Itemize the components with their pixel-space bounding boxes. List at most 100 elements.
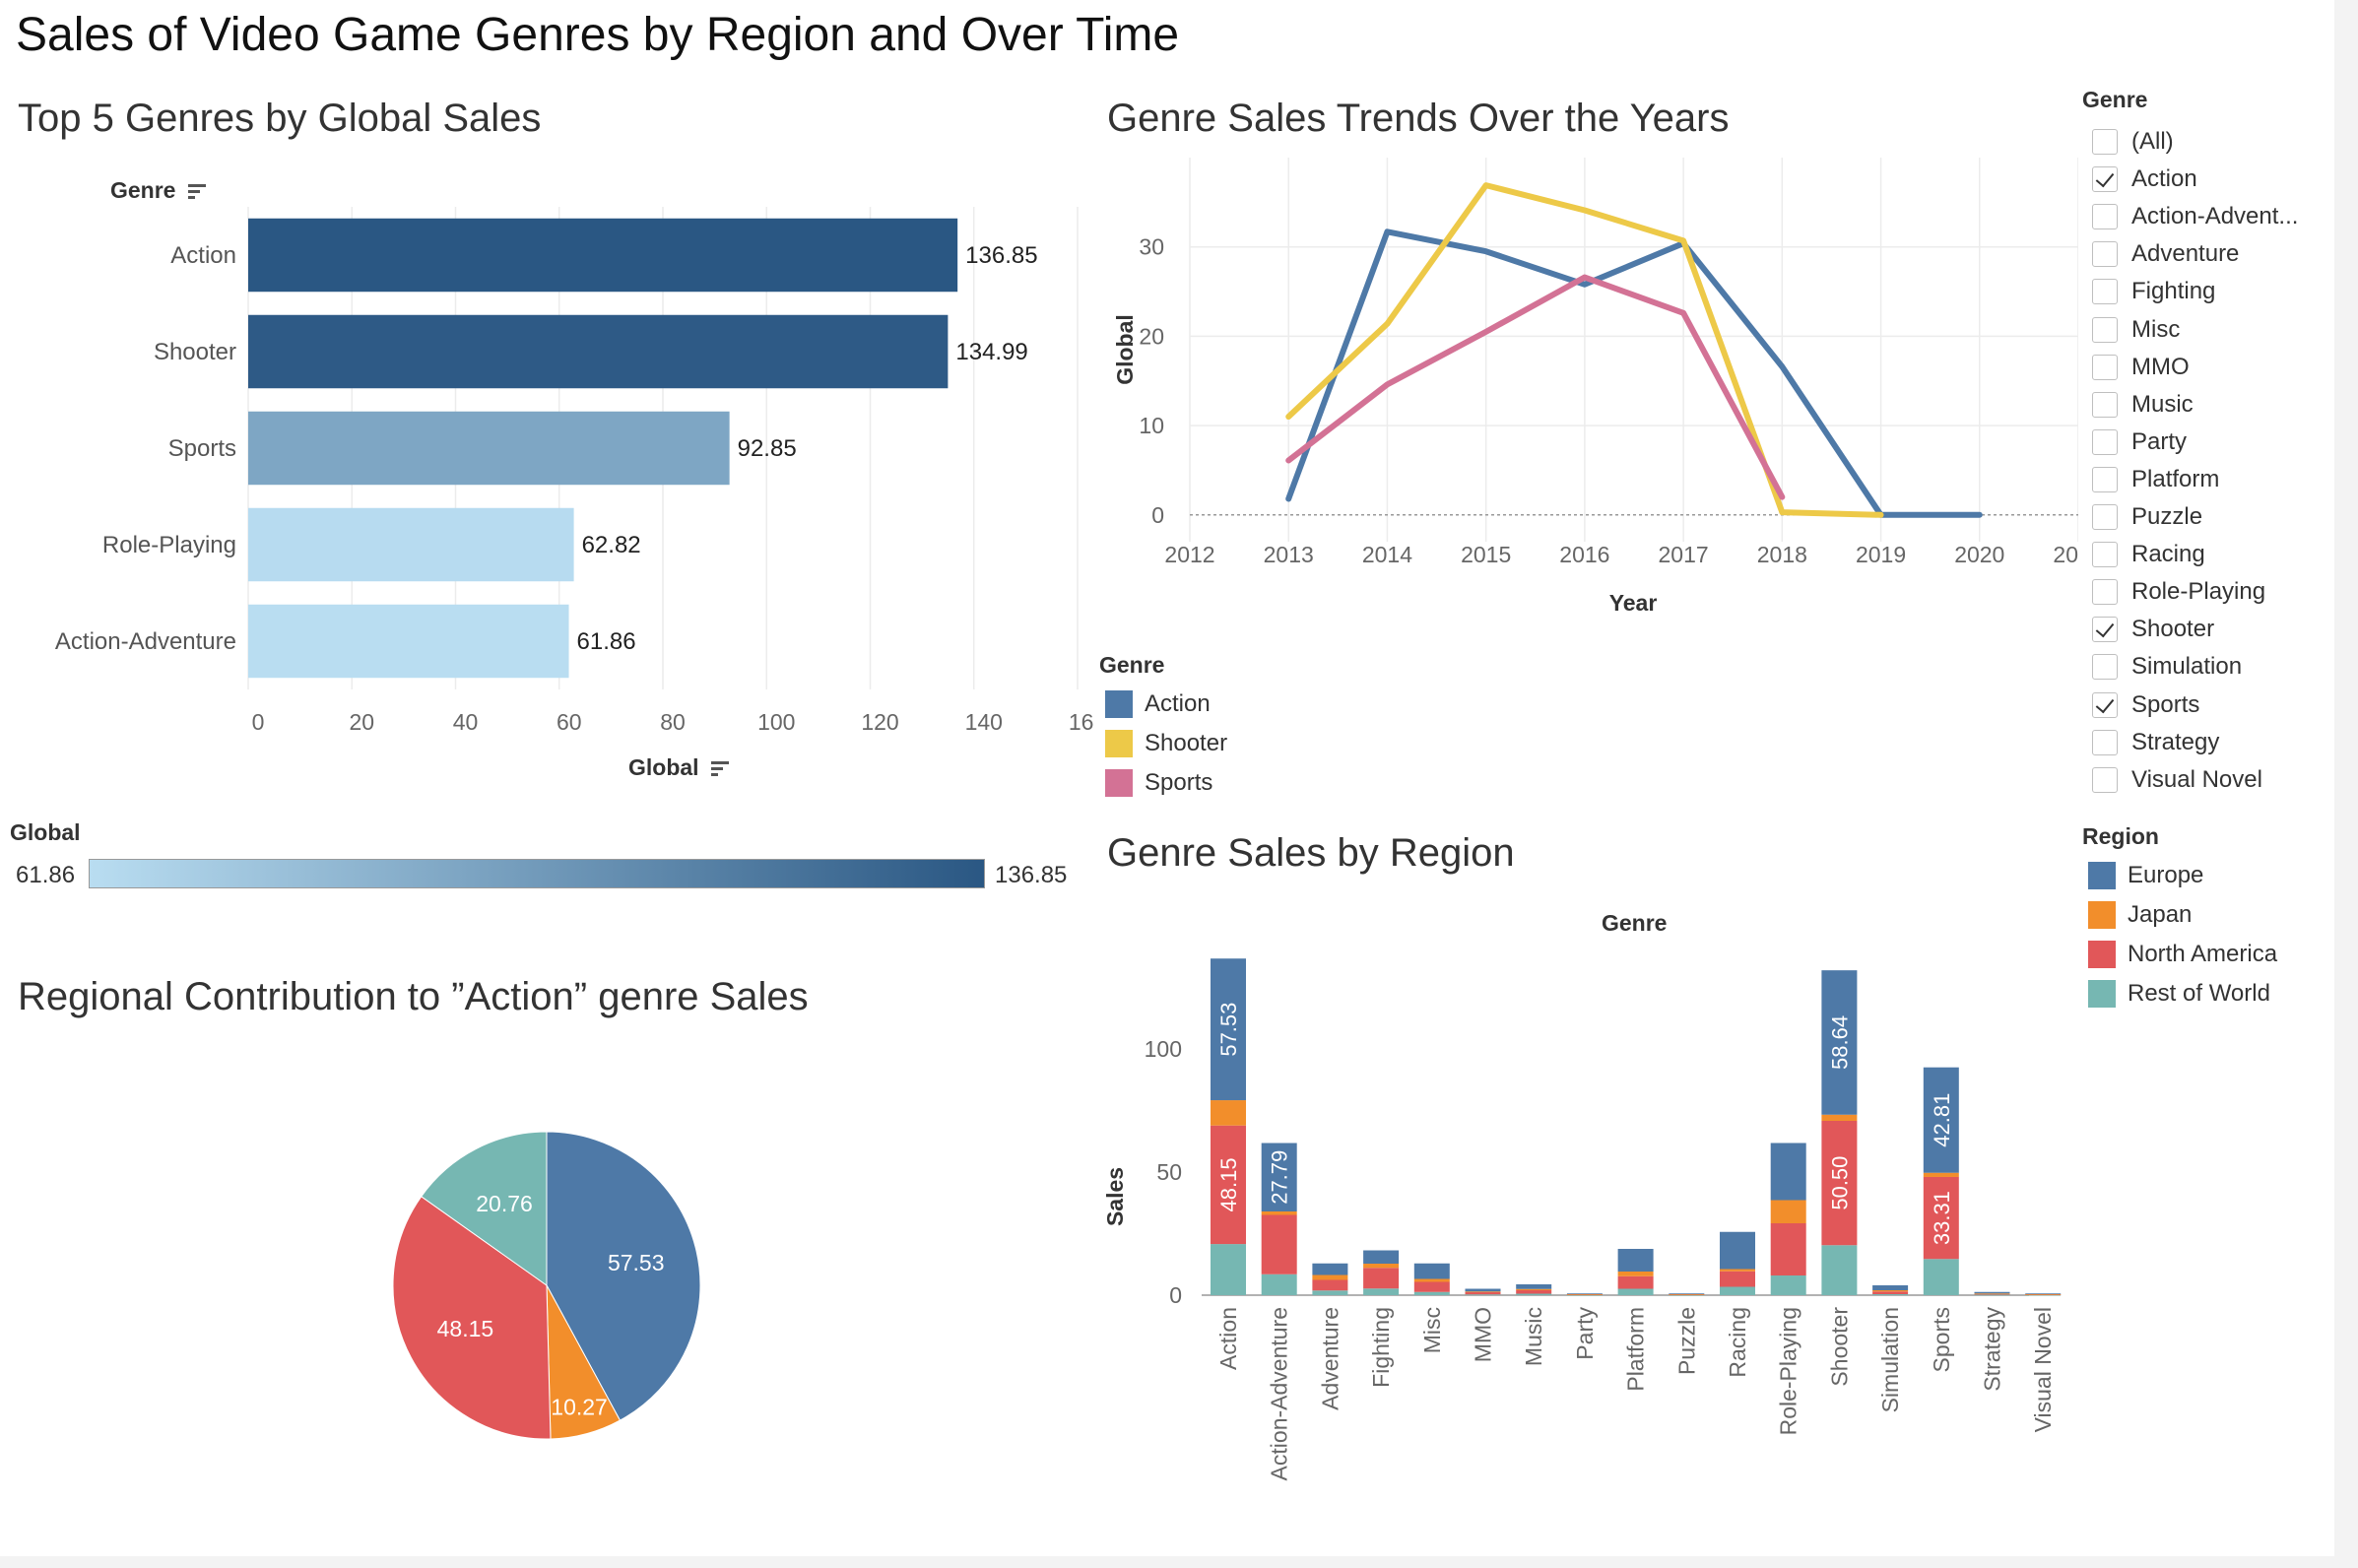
genre-filter-item-action[interactable]: Action [2092, 163, 2197, 195]
sort-icon[interactable] [186, 181, 208, 203]
stack-segment-fighting-europe [1363, 1250, 1400, 1264]
checkbox[interactable] [2092, 466, 2118, 492]
checkbox-label: Action [2131, 165, 2197, 193]
genre-filter-item-fighting[interactable]: Fighting [2092, 276, 2215, 307]
x-category-label: Visual Novel [2030, 1307, 2056, 1432]
genre-filter-item-puzzle[interactable]: Puzzle [2092, 501, 2202, 533]
genre-filter-item-sports[interactable]: Sports [2092, 689, 2199, 721]
category-label: Action-Adventure [55, 628, 236, 655]
checkbox[interactable] [2092, 204, 2118, 230]
checkbox[interactable] [2092, 654, 2118, 681]
x-category-label: Simulation [1877, 1307, 1903, 1412]
line-chart-title: Genre Sales Trends Over the Years [1107, 97, 1730, 140]
stack-segment-action-adventure-north-america [1261, 1214, 1297, 1274]
x-tick-label: 100 [757, 709, 795, 735]
checkbox-label: Platform [2131, 465, 2220, 492]
stack-segment-music-north-america [1516, 1290, 1552, 1294]
checkbox-label: Fighting [2131, 278, 2216, 305]
segment-value-label: 48.15 [1216, 1157, 1241, 1211]
stack-segment-mmo-rest-of-world [1465, 1294, 1501, 1296]
x-tick-label: 2018 [1757, 542, 1807, 567]
x-tick-label: 2016 [1559, 542, 1609, 567]
region-legend-item-rest-of-world[interactable]: Rest of World [2088, 979, 2270, 1009]
stack-segment-racing-europe [1720, 1231, 1755, 1270]
region-legend-item-japan[interactable]: Japan [2088, 900, 2192, 930]
checkbox[interactable] [2092, 542, 2118, 568]
legend-swatch [2088, 980, 2116, 1008]
stack-segment-misc-europe [1413, 1263, 1450, 1279]
stack-segment-music-japan [1516, 1288, 1552, 1290]
x-category-label: Misc [1419, 1307, 1445, 1353]
line-legend-item-sports[interactable]: Sports [1105, 768, 1212, 798]
checkbox[interactable] [2092, 241, 2118, 268]
checkbox-label: MMO [2131, 353, 2190, 380]
bar-role-playing [248, 507, 574, 582]
checkbox[interactable] [2092, 391, 2118, 418]
stack-segment-adventure-north-america [1312, 1279, 1348, 1291]
y-tick-label: 20 [1139, 323, 1164, 349]
genre-filter-item-all[interactable]: (All) [2092, 126, 2174, 158]
category-label: Shooter [154, 339, 236, 365]
region-legend-item-north-america[interactable]: North America [2088, 940, 2277, 969]
checkbox[interactable] [2092, 766, 2118, 793]
checkbox[interactable] [2092, 316, 2118, 343]
pie-slice-north-america [392, 1196, 552, 1440]
checkbox-label: Misc [2131, 315, 2181, 343]
y-tick-label: 10 [1139, 413, 1164, 438]
x-tick-label: 2013 [1264, 542, 1314, 567]
stack-segment-adventure-europe [1312, 1263, 1348, 1275]
stack-segment-mmo-europe [1465, 1288, 1501, 1292]
x-category-label: MMO [1471, 1307, 1496, 1362]
genre-filter-item-strategy[interactable]: Strategy [2092, 727, 2219, 758]
line-legend-item-action[interactable]: Action [1105, 689, 1211, 719]
genre-filter-item-mmo[interactable]: MMO [2092, 352, 2190, 383]
x-category-label: Adventure [1317, 1307, 1343, 1410]
stack-segment-sports-rest-of-world [1923, 1259, 1959, 1295]
stack-segment-simulation-japan [1872, 1290, 1909, 1292]
checkbox-label: Sports [2131, 690, 2200, 718]
checkbox-label: Strategy [2131, 728, 2220, 755]
checkbox[interactable] [2092, 504, 2118, 530]
stack-segment-platform-japan [1617, 1272, 1654, 1276]
genre-filter-item-visual-novel[interactable]: Visual Novel [2092, 764, 2262, 796]
x-category-label: Party [1572, 1307, 1598, 1360]
checkbox[interactable] [2092, 129, 2118, 155]
checkbox[interactable] [2092, 617, 2118, 643]
checkbox[interactable] [2092, 166, 2118, 193]
checkbox[interactable] [2092, 354, 2118, 380]
stack-segment-party-japan [1566, 1294, 1603, 1295]
genre-filter-item-platform[interactable]: Platform [2092, 464, 2219, 495]
legend-swatch [1105, 690, 1133, 718]
genre-header[interactable]: Genre [110, 177, 208, 204]
stack-segment-visual-novel-japan [2025, 1294, 2062, 1295]
global-axis-header[interactable]: Global [628, 754, 731, 781]
x-tick-label: 2020 [1954, 542, 2004, 567]
genre-filter-item-simulation[interactable]: Simulation [2092, 651, 2242, 683]
genre-filter-item-party[interactable]: Party [2092, 426, 2187, 458]
checkbox-label: Simulation [2131, 653, 2243, 681]
checkbox[interactable] [2092, 579, 2118, 606]
checkbox[interactable] [2092, 279, 2118, 305]
pie-value-label: 10.27 [551, 1395, 608, 1420]
sort-icon[interactable] [709, 758, 731, 780]
genre-filter-item-adventure[interactable]: Adventure [2092, 238, 2239, 270]
x-category-label: Puzzle [1673, 1307, 1699, 1375]
stack-segment-music-rest-of-world [1516, 1293, 1552, 1295]
genre-filter-item-music[interactable]: Music [2092, 389, 2194, 421]
genre-filter-item-role-playing[interactable]: Role-Playing [2092, 576, 2265, 608]
global-axis-label: Global [628, 754, 699, 780]
genre-filter-item-action-advent[interactable]: Action-Advent... [2092, 201, 2298, 232]
line-sports [1285, 274, 1786, 500]
region-legend-item-europe[interactable]: Europe [2088, 861, 2203, 890]
genre-filter-item-racing[interactable]: Racing [2092, 539, 2205, 570]
genre-filter-item-shooter[interactable]: Shooter [2092, 614, 2214, 645]
checkbox[interactable] [2092, 428, 2118, 455]
stack-segment-fighting-japan [1363, 1264, 1400, 1269]
x-tick-label: 140 [965, 709, 1003, 735]
stack-segment-racing-japan [1720, 1269, 1755, 1272]
line-legend-item-shooter[interactable]: Shooter [1105, 729, 1227, 758]
region-stacked-chart: 0 50 100 Sales 48.15 57.53 Action 27.79 Action-A… [1102, 958, 2062, 1480]
genre-filter-item-misc[interactable]: Misc [2092, 314, 2180, 346]
checkbox[interactable] [2092, 729, 2118, 755]
checkbox[interactable] [2092, 691, 2118, 718]
